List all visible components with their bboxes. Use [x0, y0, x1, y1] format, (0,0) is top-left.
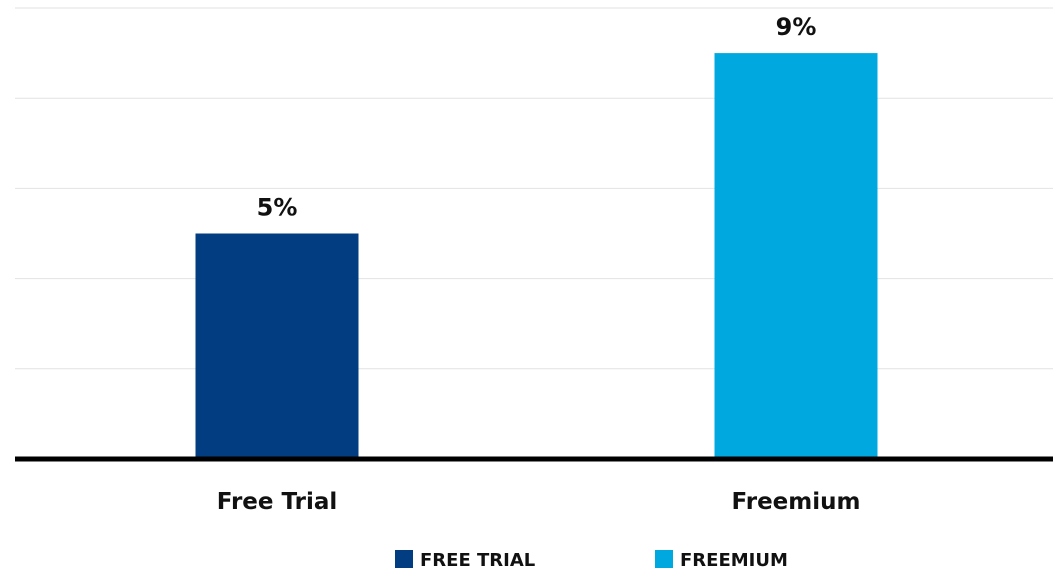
data-labels: 5% 9% [257, 13, 817, 221]
legend: FREE TRIAL FREEMIUM [395, 550, 788, 570]
category-label-free-trial: Free Trial [217, 489, 338, 515]
bars [195, 53, 878, 459]
data-label-freemium: 9% [776, 13, 817, 41]
legend-swatch-freemium [655, 550, 673, 568]
bar-freemium [714, 53, 878, 459]
data-label-free-trial: 5% [257, 194, 298, 222]
bar-free-trial [195, 233, 359, 459]
legend-label-freemium: FREEMIUM [680, 550, 788, 570]
category-labels: Free Trial Freemium [217, 489, 861, 515]
category-label-freemium: Freemium [732, 489, 861, 515]
gridlines [15, 7, 1053, 370]
legend-label-free-trial: FREE TRIAL [420, 550, 535, 570]
legend-swatch-free-trial [395, 550, 413, 568]
